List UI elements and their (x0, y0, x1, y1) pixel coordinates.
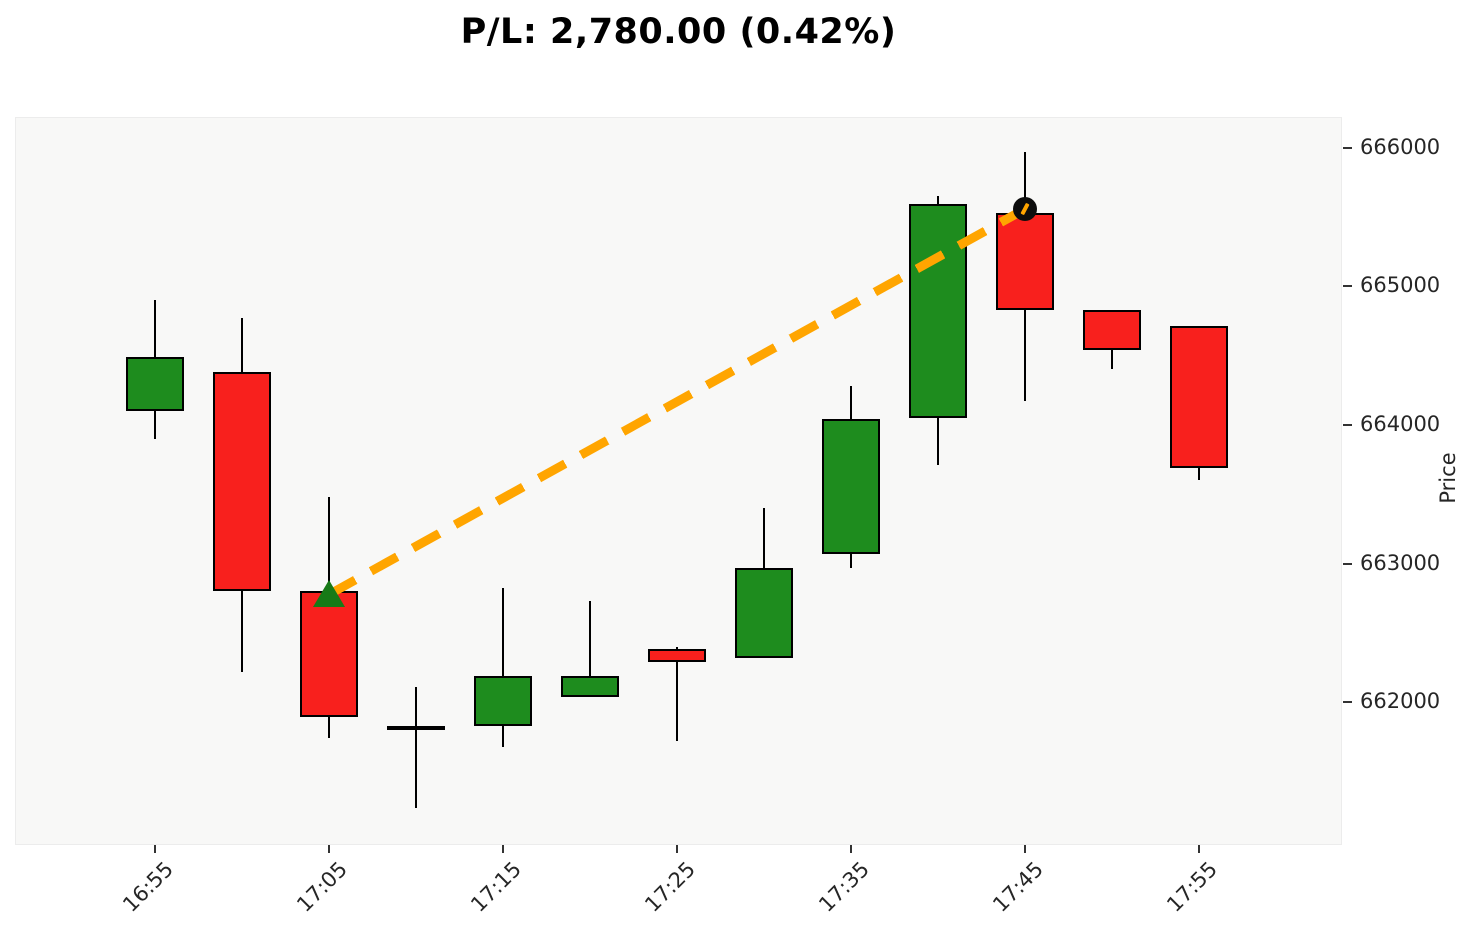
x-tick-label: 17:05 (292, 857, 352, 917)
x-tick-mark (850, 845, 852, 853)
x-tick-label: 17:55 (1162, 857, 1222, 917)
sell-marker-icon (1013, 196, 1037, 221)
candle-body (474, 675, 532, 726)
x-tick-label: 17:45 (988, 857, 1048, 917)
candle-body (1083, 309, 1141, 350)
candle-body (996, 212, 1054, 310)
x-tick-mark (502, 845, 504, 853)
candle-body (648, 649, 706, 662)
y-tick-label: 665000 (1360, 273, 1441, 298)
y-tick-mark (1343, 146, 1352, 149)
x-tick-label: 16:55 (118, 857, 178, 917)
x-tick-mark (328, 845, 330, 853)
sell-marker-dash-glint (1020, 202, 1030, 215)
candle-body (300, 591, 358, 718)
chart-title: P/L: 2,780.00 (0.42%) (460, 12, 897, 52)
y-tick-label: 663000 (1360, 550, 1441, 575)
x-tick-label: 17:25 (640, 857, 700, 917)
y-tick-mark (1343, 701, 1352, 704)
y-tick-mark (1343, 285, 1352, 288)
candle-wick (415, 686, 417, 808)
x-tick-mark (154, 845, 156, 853)
candle-body (909, 204, 967, 418)
x-tick-mark (1024, 845, 1026, 853)
candle-body (126, 356, 184, 411)
y-tick-mark (1343, 562, 1352, 565)
candle-body (561, 675, 619, 697)
y-tick-mark (1343, 423, 1352, 426)
x-tick-label: 17:35 (814, 857, 874, 917)
y-tick-label: 662000 (1360, 689, 1441, 714)
price-axis-label: Price (1436, 452, 1460, 504)
candle-body (387, 725, 445, 730)
x-tick-mark (1198, 845, 1200, 853)
buy-marker-icon (313, 580, 345, 607)
candle-body (1170, 326, 1228, 468)
candle-wick (589, 600, 591, 697)
candle-wick (502, 588, 504, 747)
x-tick-mark (676, 845, 678, 853)
y-tick-label: 666000 (1360, 134, 1441, 159)
candle-wick (676, 646, 678, 741)
candle-body (822, 419, 880, 554)
y-tick-label: 664000 (1360, 411, 1441, 436)
candle-body (213, 372, 271, 592)
x-tick-label: 17:15 (466, 857, 526, 917)
candle-body (735, 567, 793, 658)
